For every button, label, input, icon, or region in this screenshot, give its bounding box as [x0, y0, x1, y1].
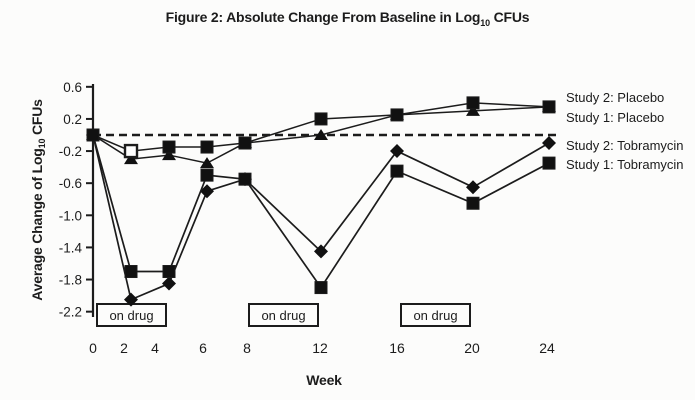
on-drug-box: [400, 303, 471, 327]
data-point-triangle-marker: [124, 153, 138, 165]
on-drug-box: [248, 303, 319, 327]
x-tick-label: 16: [389, 340, 405, 356]
data-point-diamond-marker: [200, 184, 214, 199]
x-tick-label: 12: [312, 340, 328, 356]
data-point-square-marker: [162, 140, 176, 154]
data-point-diamond-marker: [162, 276, 176, 291]
data-point-square-marker: [200, 168, 214, 182]
data-point-diamond-marker: [124, 292, 138, 307]
legend-label: Study 2: Placebo: [566, 90, 664, 105]
data-point-square-marker: [542, 156, 556, 170]
figure-title-suffix: CFUs: [489, 9, 530, 25]
data-point-square-marker: [314, 112, 328, 126]
data-point-square-marker: [124, 265, 138, 279]
legend-label: Study 1: Tobramycin: [566, 157, 684, 172]
data-point-square-marker: [86, 128, 100, 142]
x-tick-label: 6: [199, 340, 207, 356]
data-point-triangle-marker: [466, 104, 480, 116]
on-drug-label: on drug: [109, 308, 153, 323]
data-point-square-marker: [542, 100, 556, 114]
y-tick-label: -1.4: [59, 240, 83, 255]
on-drug-label: on drug: [413, 308, 457, 323]
y-tick-label: -2.2: [59, 305, 82, 320]
x-tick-label: 24: [539, 340, 555, 356]
data-point-square-marker: [238, 172, 252, 186]
data-point-diamond-marker: [390, 144, 404, 159]
figure-title-subscript: 10: [480, 17, 490, 28]
figure-title: Figure 2: Absolute Change From Baseline …: [0, 9, 695, 28]
x-tick-label: 20: [464, 340, 480, 356]
on-drug-label: on drug: [261, 308, 305, 323]
data-point-square-marker: [390, 164, 404, 178]
data-point-square-marker: [314, 281, 328, 295]
data-point-diamond-marker: [542, 136, 556, 151]
data-point-triangle-marker: [314, 129, 328, 140]
y-tick-label: -0.6: [59, 176, 82, 191]
data-point-diamond-marker: [466, 180, 480, 195]
data-point-square-marker: [162, 265, 176, 279]
x-tick-label: 8: [243, 340, 251, 356]
series-line: [92, 134, 550, 301]
x-axis-label: Week: [306, 372, 342, 388]
data-point-square-marker: [466, 96, 480, 110]
x-tick-label: 4: [151, 340, 159, 356]
x-tick-label: 0: [89, 340, 97, 356]
y-tick-label: -0.2: [59, 144, 82, 159]
data-point-square-marker: [466, 196, 480, 210]
data-point-square-marker: [200, 140, 214, 154]
data-point-triangle-marker: [162, 149, 176, 161]
y-tick-label: 0.2: [63, 112, 82, 127]
data-point-square-marker: [390, 108, 404, 122]
data-point-open-square-marker: [123, 143, 139, 159]
legend-label: Study 2: Tobramycin: [566, 138, 684, 153]
figure-title-text: Figure 2: Absolute Change From Baseline …: [165, 9, 481, 25]
y-tick-label: -1.0: [59, 208, 82, 223]
data-point-diamond-marker: [314, 244, 328, 259]
y-tick-label: -1.8: [59, 273, 82, 288]
legend-label: Study 1: Placebo: [566, 110, 664, 125]
data-point-triangle-marker: [200, 157, 214, 169]
data-point-square-marker: [238, 136, 252, 150]
y-tick-label: 0.6: [63, 80, 82, 95]
x-tick-label: 2: [120, 340, 128, 356]
y-axis-label: Average Change of Log10 CFUs: [29, 99, 47, 301]
series-line: [92, 134, 550, 290]
